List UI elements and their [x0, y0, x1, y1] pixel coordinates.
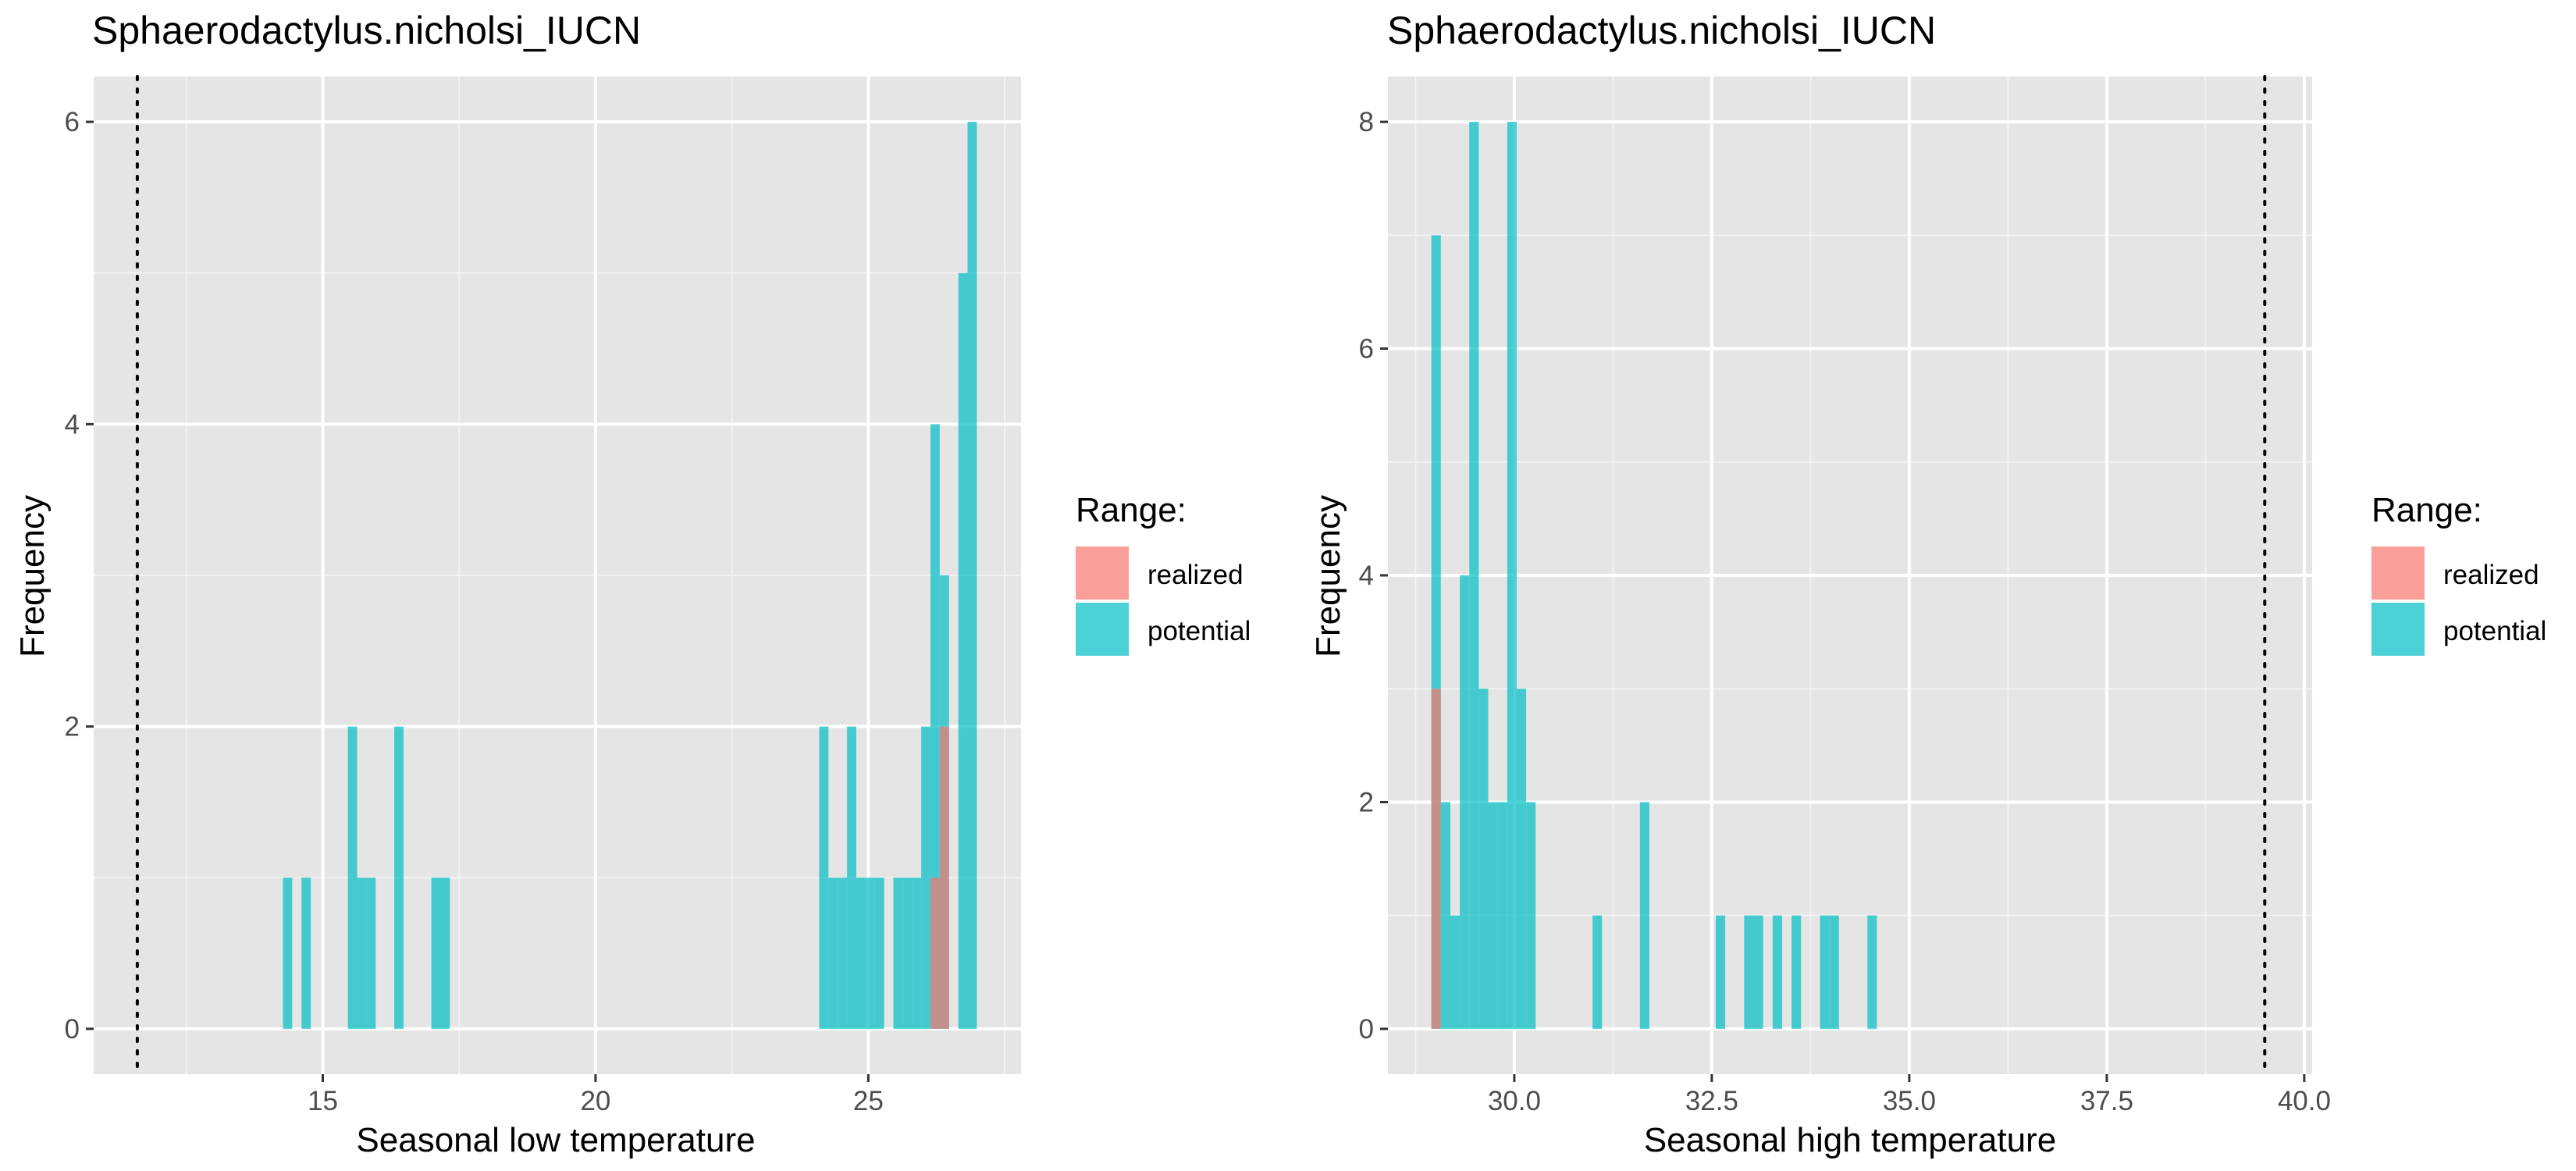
bar-potential: [1639, 802, 1649, 1029]
bar-potential: [1478, 689, 1489, 1029]
bar-potential: [357, 877, 367, 1029]
panel-left: Sphaerodactylus.nicholsi_IUCN 15 20 25 0 2 4 6…: [13, 9, 1251, 1159]
bar-potential: [847, 726, 856, 1029]
y-tick-label: 6: [1359, 334, 1374, 365]
legend-key-realized: [2371, 546, 2425, 600]
legend-label-realized: realized: [2443, 560, 2539, 590]
bar-potential: [301, 877, 311, 1029]
bar-realized: [939, 726, 949, 1029]
bar-potential: [828, 877, 838, 1029]
bar-potential: [1488, 802, 1498, 1029]
chart-title: Sphaerodactylus.nicholsi_IUCN: [1387, 9, 1936, 52]
panel-right: Sphaerodactylus.nicholsi_IUCN 30.0 32.5 35…: [1309, 9, 2546, 1159]
bar-potential: [838, 877, 848, 1029]
y-tick-label: 4: [1359, 561, 1374, 591]
plot-area: 30.0 32.5 35.0 37.5 40.0 0 2 4 6 8: [1359, 75, 2331, 1116]
bar-potential: [874, 877, 884, 1029]
bar-potential: [893, 877, 903, 1029]
bar-potential: [902, 877, 913, 1029]
bar-potential: [1440, 802, 1450, 1029]
legend-key-potential: [1076, 603, 1129, 656]
bar-potential: [1820, 915, 1830, 1029]
legend: Range: realized potential: [1076, 491, 1251, 656]
bar-potential: [1450, 915, 1461, 1029]
x-tick-label: 40.0: [2278, 1086, 2331, 1116]
y-tick-label: 0: [1359, 1014, 1374, 1045]
bar-potential: [930, 424, 940, 1029]
legend-title: Range:: [2371, 491, 2482, 529]
y-tick-label: 4: [65, 409, 80, 440]
bar-potential: [1526, 802, 1536, 1029]
x-tick-label: 15: [308, 1086, 338, 1116]
y-axis-label: Frequency: [1309, 495, 1347, 657]
bar-potential: [1829, 915, 1839, 1029]
chart-title: Sphaerodactylus.nicholsi_IUCN: [92, 9, 641, 52]
x-axis-label: Seasonal high temperature: [1644, 1121, 2056, 1159]
bar-potential: [856, 877, 866, 1029]
legend-title: Range:: [1076, 491, 1187, 529]
bar-realized: [930, 877, 940, 1029]
y-tick-label: 0: [65, 1014, 80, 1045]
y-tick-label: 8: [1359, 107, 1374, 137]
x-tick-label: 25: [853, 1086, 884, 1116]
legend: Range: realized potential: [2371, 491, 2546, 656]
bar-potential: [283, 877, 293, 1029]
bar-potential: [1507, 122, 1517, 1029]
bar-potential: [1592, 915, 1603, 1029]
bar-potential: [1516, 689, 1527, 1029]
bar-potential: [1469, 122, 1479, 1029]
x-tick-label: 37.5: [2080, 1086, 2133, 1116]
bar-potential: [1715, 915, 1726, 1029]
y-tick-label: 2: [65, 712, 80, 742]
bar-potential: [431, 877, 441, 1029]
bar-potential: [440, 877, 450, 1029]
bar-potential: [1497, 802, 1507, 1029]
bar-potential: [1744, 915, 1754, 1029]
y-tick-label: 2: [1359, 787, 1374, 817]
plot-area: 15 20 25 0 2 4 6: [65, 75, 1021, 1116]
bar-potential: [1460, 575, 1470, 1029]
bar-potential: [865, 877, 875, 1029]
x-tick-label: 32.5: [1685, 1086, 1738, 1116]
bar-potential: [967, 122, 977, 1029]
legend-label-realized: realized: [1147, 560, 1244, 590]
x-tick-label: 30.0: [1488, 1086, 1541, 1116]
bar-potential: [347, 726, 358, 1029]
bar-potential: [921, 726, 930, 1029]
bar-potential: [912, 877, 922, 1029]
y-tick-label: 6: [65, 107, 80, 137]
bar-potential: [1772, 915, 1782, 1029]
bar-potential: [1867, 915, 1877, 1029]
legend-key-realized: [1076, 546, 1129, 600]
bar-potential: [819, 726, 829, 1029]
bar-potential: [394, 726, 404, 1029]
bar-potential: [1791, 915, 1802, 1029]
legend-label-potential: potential: [1147, 616, 1251, 646]
bar-realized: [1431, 689, 1441, 1029]
bar-potential: [366, 877, 376, 1029]
legend-label-potential: potential: [2443, 616, 2546, 646]
x-tick-label: 35.0: [1883, 1086, 1936, 1116]
bar-potential: [958, 272, 968, 1029]
legend-key-potential: [2371, 603, 2425, 656]
x-tick-label: 20: [580, 1086, 610, 1116]
y-axis-label: Frequency: [13, 495, 52, 657]
x-axis-label: Seasonal low temperature: [356, 1121, 755, 1159]
bar-potential: [1753, 915, 1763, 1029]
